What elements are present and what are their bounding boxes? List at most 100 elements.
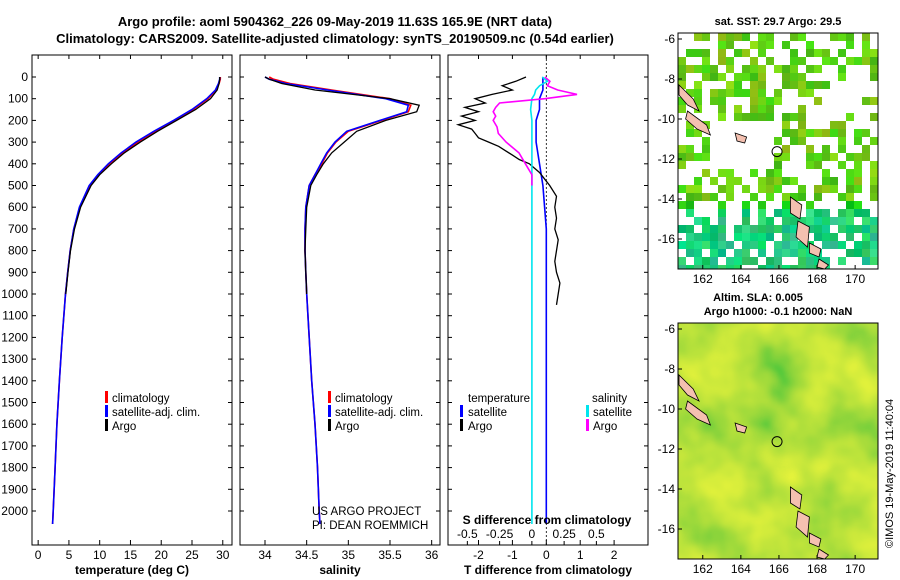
sst-cell [790,81,798,89]
sla-map-title-line-2: Argo h1000: -0.1 h2000: NaN [704,306,853,318]
sst-cell [774,225,782,233]
depth-tick-label: 1100 [2,309,28,323]
sst-cell [710,65,718,73]
sst-cell [846,153,854,161]
sst-cell [870,257,878,265]
sst-cell [854,177,862,185]
x-tick-label: 1 [577,548,584,562]
sst-cell [766,41,774,49]
sst-cell [806,145,814,153]
sst-cell [766,177,774,185]
sst-cell [822,241,830,249]
sst-cell [686,233,694,241]
sst-cell [678,225,686,233]
sst-cell [702,225,710,233]
sst-cell [806,217,814,225]
island [790,486,803,510]
sst-cell [790,129,798,137]
sst-cell [710,177,718,185]
sst-cell [678,201,686,209]
sst-cell [790,113,798,121]
lat-tick-label: -12 [658,152,676,166]
x-tick-label: 5 [66,548,73,562]
sst-cell [710,97,718,105]
sst-cell [846,57,854,65]
depth-tick-label: 1800 [1,461,28,475]
sst-cell [870,73,878,81]
sst-cell [694,89,702,97]
series-argo [65,77,221,295]
sst-cell [814,257,822,265]
sst-cell [702,145,710,153]
depth-tick-label: 800 [8,244,28,258]
sst-cell [846,169,854,177]
sst-cell [862,153,870,161]
sst-cell [830,57,838,65]
sst-cell [750,57,758,65]
sst-cell [782,241,790,249]
lat-tick-label: -16 [658,232,676,246]
sst-cell [718,57,726,65]
sst-cell [870,57,878,65]
sst-cell [702,137,710,145]
project-credit-line-1: US ARGO PROJECT [312,506,421,518]
sst-cell [718,73,726,81]
sst-cell [846,33,854,41]
sst-cell [758,217,766,225]
sla-land [678,374,830,559]
sst-cell [710,89,718,97]
sst-cell [726,265,734,269]
lat-tick-label: -14 [658,192,676,206]
depth-tick-label: 1600 [1,417,28,431]
sst-cell [838,225,846,233]
sst-cell [854,249,862,257]
x-tick-label: 25 [185,548,199,562]
temperature-axis-label: temperature (deg C) [75,563,189,577]
sst-cell [686,49,694,57]
sst-cell [846,225,854,233]
sst-cell [782,225,790,233]
sst-cell [766,169,774,177]
lat-tick-label: -14 [658,482,676,496]
sst-cell [774,97,782,105]
sst-cell [782,233,790,241]
depth-tick-label: 1900 [1,482,28,496]
sst-cell [806,225,814,233]
x-tick-label: -1 [507,548,518,562]
sst-cell [854,169,862,177]
sst-cell [782,193,790,201]
sst-cell [854,57,862,65]
sst-cell [718,105,726,113]
series-satellite-adj-clim- [51,77,221,525]
legend-s-satellite-swatch [586,405,589,417]
sst-cell [758,105,766,113]
sst-cell [798,257,806,265]
sst-cell [678,81,686,89]
sst-cell [742,73,750,81]
sst-cell [806,161,814,169]
sst-cell [702,193,710,201]
sst-cell [726,241,734,249]
lat-tick-label: -6 [664,322,675,336]
sst-cell [702,33,710,41]
x-tick-label: 20 [155,548,169,562]
sst-cell [854,225,862,233]
sst-cell [718,209,726,217]
sst-cell [734,113,742,121]
sst-cell [766,193,774,201]
sst-cell [870,177,878,185]
argo-float-marker [771,146,783,158]
sst-cell [774,177,782,185]
island [734,422,748,434]
sst-cell [742,233,750,241]
x-tick-label: 36 [425,548,439,562]
sst-cell [758,225,766,233]
sst-cell [726,89,734,97]
legend-climatology-label: climatology [112,393,170,405]
sst-cell [726,185,734,193]
sst-cell [734,233,742,241]
sst-cell [806,153,814,161]
sst-cell [686,193,694,201]
sst-cell [678,265,686,269]
sst-cell [774,249,782,257]
